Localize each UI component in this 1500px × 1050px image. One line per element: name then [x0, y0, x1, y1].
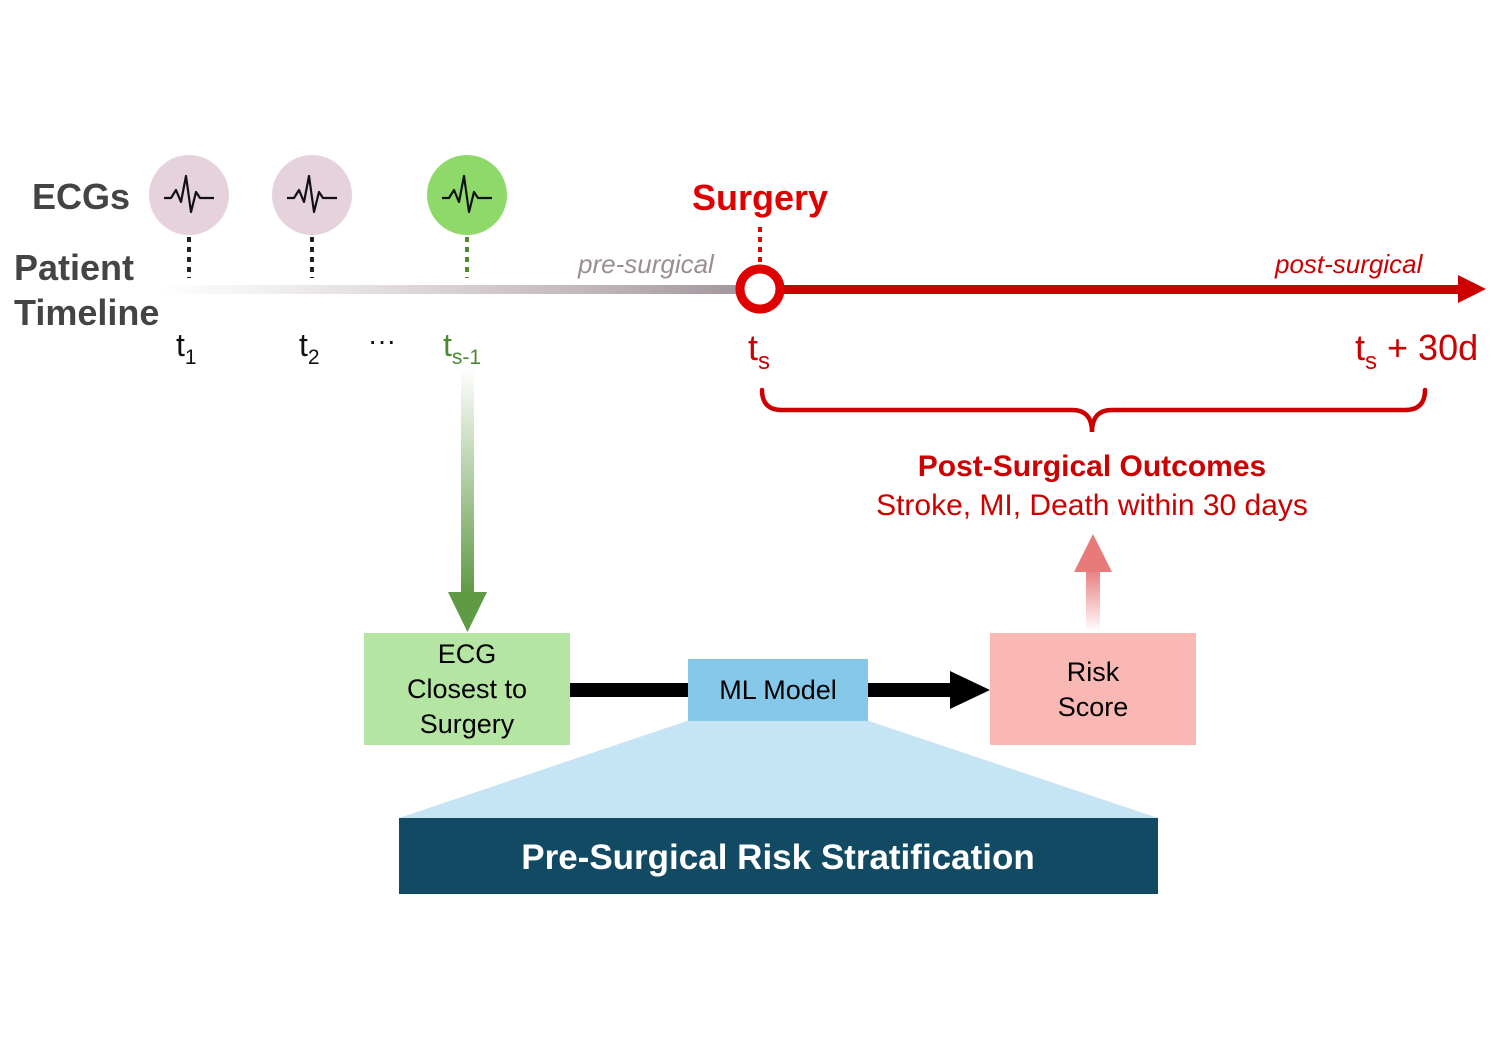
model-to-risk-connector — [866, 683, 951, 697]
tick-ellipsis: ··· — [368, 325, 396, 356]
patient-label: Patient — [14, 247, 134, 288]
ecg-to-model-connector — [570, 683, 690, 697]
post-surgical-timeline — [760, 285, 1460, 294]
tick-ts: ts — [748, 327, 770, 375]
ecgs-label: ECGs — [32, 176, 130, 217]
risk-score-line-1: Risk — [1067, 657, 1120, 687]
outcome-arrow-shaft — [1086, 568, 1100, 632]
risk-score-line-2: Score — [1058, 692, 1129, 722]
outcome-arrowhead — [1074, 534, 1112, 572]
tick-t2: t2 — [299, 327, 320, 369]
surgery-label: Surgery — [692, 177, 828, 218]
ml-model-label: ML Model — [719, 675, 837, 705]
timeline-label: Timeline — [14, 292, 159, 333]
banner-title: Pre-Surgical Risk Stratification — [521, 838, 1034, 877]
ml-model-box — [688, 659, 868, 721]
risk-stratification-banner — [399, 818, 1158, 894]
ecg-waveform-icon — [442, 174, 492, 214]
ecg-selection-arrowhead — [448, 592, 487, 632]
ecg-closest-box — [364, 633, 570, 745]
tick-ts-minus-1: ts-1 — [443, 327, 481, 369]
risk-score-box — [990, 633, 1196, 745]
ecg-closest-line-1: ECG — [438, 639, 497, 669]
ecg-selection-arrow-shaft — [461, 368, 474, 594]
tick-t1: t1 — [176, 327, 197, 369]
pre-surgical-label: pre-surgical — [577, 249, 715, 279]
outcomes-title: Post-Surgical Outcomes — [918, 450, 1266, 483]
tick-ts-plus-30d: ts + 30d — [1355, 327, 1478, 375]
ecg-waveform-icon — [287, 174, 337, 214]
post-surgical-arrowhead — [1458, 275, 1486, 303]
ecg-closest-line-3: Surgery — [420, 709, 515, 739]
ecg-waveform-icon — [164, 174, 214, 214]
outcomes-subtitle: Stroke, MI, Death within 30 days — [876, 489, 1308, 522]
surgery-marker — [735, 264, 785, 314]
model-to-risk-arrowhead — [950, 671, 990, 709]
pre-surgical-timeline — [160, 285, 760, 294]
outcome-window-brace — [759, 387, 1428, 433]
model-expansion-trapezoid — [399, 720, 1158, 818]
post-surgical-label: post-surgical — [1274, 249, 1424, 279]
ecg-closest-line-2: Closest to — [407, 674, 527, 704]
